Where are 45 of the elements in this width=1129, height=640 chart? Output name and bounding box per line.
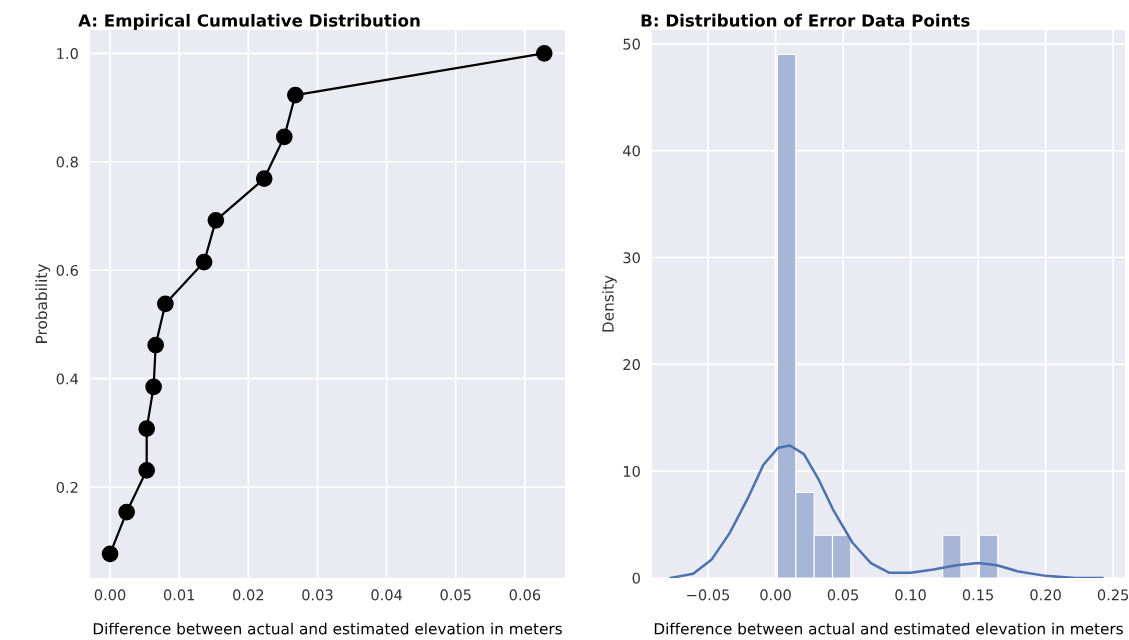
x-tick-label: −0.05 xyxy=(687,589,730,601)
point xyxy=(255,170,273,187)
x-tick-label: 0.06 xyxy=(509,589,541,601)
x-tick-label: 0.03 xyxy=(302,589,333,601)
y-tick-label: 40 xyxy=(623,145,640,157)
point xyxy=(145,378,162,396)
y-tick-label: 20 xyxy=(623,359,640,371)
x-tick-label: 0.01 xyxy=(163,589,195,601)
point xyxy=(101,545,119,563)
line-series xyxy=(669,444,1104,578)
x-tick-label: 0.02 xyxy=(233,589,264,601)
y-tick-label: 0.4 xyxy=(56,373,79,385)
x-tick-label: 0.05 xyxy=(440,589,471,601)
y-tick-label: 0.2 xyxy=(56,481,78,493)
x-axis-title: Difference between actual and estimated elevation in meters xyxy=(93,622,562,635)
x-tick-label: 0.04 xyxy=(371,589,403,601)
point xyxy=(207,212,225,229)
y-tick-label: 0 xyxy=(632,572,640,584)
x-tick-label: 0.10 xyxy=(895,589,926,601)
point xyxy=(147,336,165,354)
x-tick-label: 0.05 xyxy=(827,589,859,601)
point xyxy=(118,503,135,521)
x-axis-title: Difference between actual and estimated elevation in meters xyxy=(654,622,1123,635)
point xyxy=(275,128,293,146)
chart-title: B: Distribution of Error Data Points xyxy=(641,13,970,27)
point xyxy=(138,420,156,437)
y-axis-title: Density xyxy=(601,275,617,332)
y-tick-label: 0.8 xyxy=(56,156,78,168)
x-tick-label: 0.25 xyxy=(1097,589,1129,601)
point xyxy=(535,44,553,62)
y-axis-title: Probability xyxy=(35,264,51,343)
point xyxy=(157,295,174,313)
point xyxy=(138,462,156,479)
y-tick-label: 10 xyxy=(623,465,640,477)
y-tick-label: 30 xyxy=(623,252,640,264)
chart-title: A: Empirical Cumulative Distribution xyxy=(78,13,420,30)
y-tick-label: 0.6 xyxy=(56,264,78,276)
x-tick-label: 0.15 xyxy=(962,589,994,601)
y-tick-label: 1.0 xyxy=(57,48,78,60)
x-tick-label: 0.00 xyxy=(760,589,791,601)
point xyxy=(287,86,304,104)
point xyxy=(195,253,213,271)
x-tick-label: 0.20 xyxy=(1030,589,1061,601)
x-tick-label: 0.00 xyxy=(94,589,126,601)
y-tick-label: 50 xyxy=(623,38,640,50)
